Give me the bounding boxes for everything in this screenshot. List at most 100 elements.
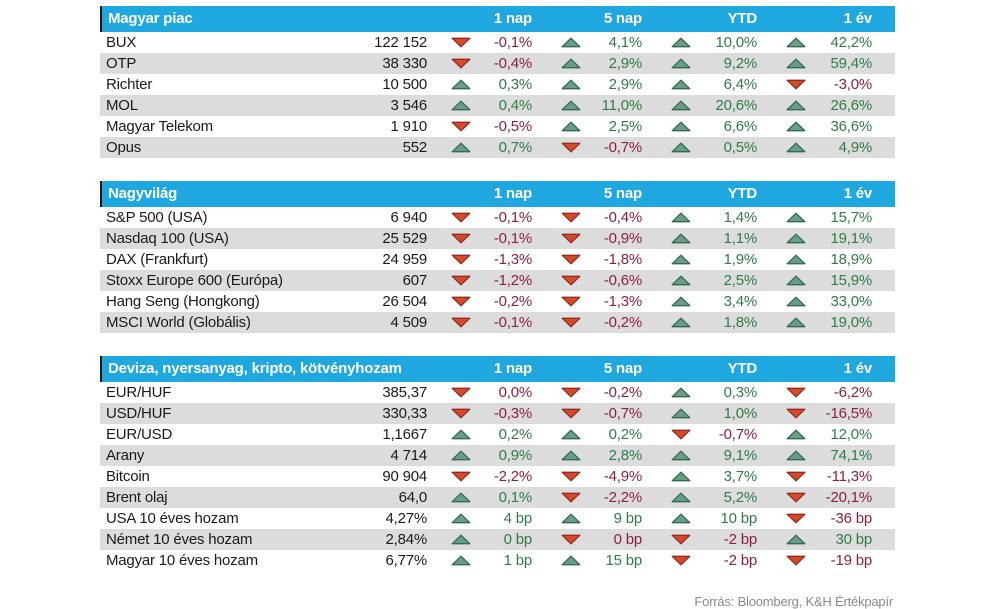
down-triangle-icon: [786, 513, 806, 524]
change-value: 2,9%: [608, 55, 643, 72]
change-value: -0,2%: [603, 314, 642, 331]
instrument-name: Richter: [106, 76, 153, 93]
change-cell: -4,9%: [540, 466, 650, 487]
change-value: -11,3%: [826, 468, 872, 485]
change-cell: 42,2%: [765, 32, 880, 53]
change-cell: 20,6%: [650, 95, 765, 116]
down-triangle-icon: [786, 79, 806, 90]
change-value: 9,2%: [723, 55, 758, 72]
change-cell: 1,1%: [650, 228, 765, 249]
table-header: Magyar piac 1 nap 5 nap YTD 1 év: [100, 6, 895, 32]
instrument-value: 26 504: [382, 293, 427, 310]
change-cell: 4 bp: [430, 508, 540, 529]
table-row: Richter 10 500 0,3% 2,9% 6,4% -3,0%: [100, 74, 895, 95]
up-triangle-icon: [671, 492, 691, 503]
change-value: 42,2%: [830, 34, 872, 51]
column-header-3: YTD: [727, 360, 758, 377]
change-value: -0,7%: [603, 139, 642, 156]
instrument-name: Stoxx Europe 600 (Európa): [106, 272, 283, 289]
change-cell: 0 bp: [540, 529, 650, 550]
column-header-3: YTD: [727, 185, 758, 202]
up-triangle-icon: [671, 212, 691, 223]
change-cell: -0,7%: [650, 424, 765, 445]
down-triangle-icon: [451, 296, 471, 307]
table-row: Bitcoin 90 904 -2,2% -4,9% 3,7% -11,3%: [100, 466, 895, 487]
change-value: 10 bp: [720, 510, 757, 527]
down-triangle-icon: [671, 534, 691, 545]
down-triangle-icon: [451, 37, 471, 48]
instrument-value: 4,27%: [385, 510, 427, 527]
table-title: Magyar piac: [108, 10, 193, 27]
change-cell: -3,0%: [765, 74, 880, 95]
change-value: -1,3%: [493, 251, 532, 268]
instrument-name: BUX: [106, 34, 137, 51]
instrument-value: 3 546: [390, 97, 427, 114]
down-triangle-icon: [786, 471, 806, 482]
change-cell: 4,9%: [765, 137, 880, 158]
change-value: 19,1%: [830, 230, 872, 247]
change-cell: 26,6%: [765, 95, 880, 116]
column-header-2: 5 nap: [603, 185, 642, 202]
table-title: Nagyvilág: [108, 185, 178, 202]
change-value: 33,0%: [830, 293, 872, 310]
change-cell: 15,7%: [765, 207, 880, 228]
change-cell: -2,2%: [430, 466, 540, 487]
change-value: -0,7%: [603, 405, 642, 422]
change-value: -16,5%: [825, 405, 873, 422]
up-triangle-icon: [786, 534, 806, 545]
up-triangle-icon: [451, 450, 471, 461]
change-value: 3,7%: [723, 468, 758, 485]
change-cell: 0,5%: [650, 137, 765, 158]
up-triangle-icon: [451, 492, 471, 503]
up-triangle-icon: [561, 450, 581, 461]
change-cell: -11,3%: [765, 466, 880, 487]
change-cell: 59,4%: [765, 53, 880, 74]
column-header-4: 1 év: [843, 185, 873, 202]
instrument-value: 6 940: [390, 209, 427, 226]
up-triangle-icon: [671, 58, 691, 69]
change-value: 20,6%: [715, 97, 757, 114]
change-cell: -36 bp: [765, 508, 880, 529]
change-cell: 2,8%: [540, 445, 650, 466]
down-triangle-icon: [561, 296, 581, 307]
up-triangle-icon: [671, 275, 691, 286]
change-value: 26,6%: [830, 97, 872, 114]
up-triangle-icon: [561, 79, 581, 90]
change-value: 0,1%: [498, 489, 533, 506]
down-triangle-icon: [671, 555, 691, 566]
table-row: Magyar Telekom 1 910 -0,5% 2,5% 6,6% 36,6%: [100, 116, 895, 137]
change-cell: -6,2%: [765, 382, 880, 403]
table-row: MOL 3 546 0,4% 11,0% 20,6% 26,6%: [100, 95, 895, 116]
change-cell: -0,1%: [430, 207, 540, 228]
down-triangle-icon: [561, 492, 581, 503]
instrument-name: Opus: [106, 139, 142, 156]
instrument-name: Magyar Telekom: [106, 118, 213, 135]
down-triangle-icon: [451, 317, 471, 328]
change-value: -0,7%: [718, 426, 757, 443]
column-header-1: 1 nap: [493, 360, 532, 377]
change-value: -0,9%: [603, 230, 642, 247]
down-triangle-icon: [451, 233, 471, 244]
change-cell: -0,1%: [430, 228, 540, 249]
up-triangle-icon: [561, 121, 581, 132]
instrument-value: 2,84%: [385, 531, 427, 548]
change-value: -0,2%: [493, 293, 532, 310]
down-triangle-icon: [561, 317, 581, 328]
change-cell: 0,3%: [430, 74, 540, 95]
instrument-name: USA 10 éves hozam: [106, 510, 239, 527]
down-triangle-icon: [786, 387, 806, 398]
change-cell: -0,2%: [430, 291, 540, 312]
up-triangle-icon: [786, 254, 806, 265]
down-triangle-icon: [451, 58, 471, 69]
change-cell: -0,2%: [540, 312, 650, 333]
change-cell: -1,3%: [430, 249, 540, 270]
instrument-value: 122 152: [374, 34, 427, 51]
down-triangle-icon: [451, 471, 471, 482]
table-header: Nagyvilág 1 nap 5 nap YTD 1 év: [100, 181, 895, 207]
up-triangle-icon: [786, 450, 806, 461]
up-triangle-icon: [786, 37, 806, 48]
up-triangle-icon: [671, 142, 691, 153]
table-row: BUX 122 152 -0,1% 4,1% 10,0% 42,2%: [100, 32, 895, 53]
change-cell: 2,9%: [540, 74, 650, 95]
up-triangle-icon: [671, 317, 691, 328]
